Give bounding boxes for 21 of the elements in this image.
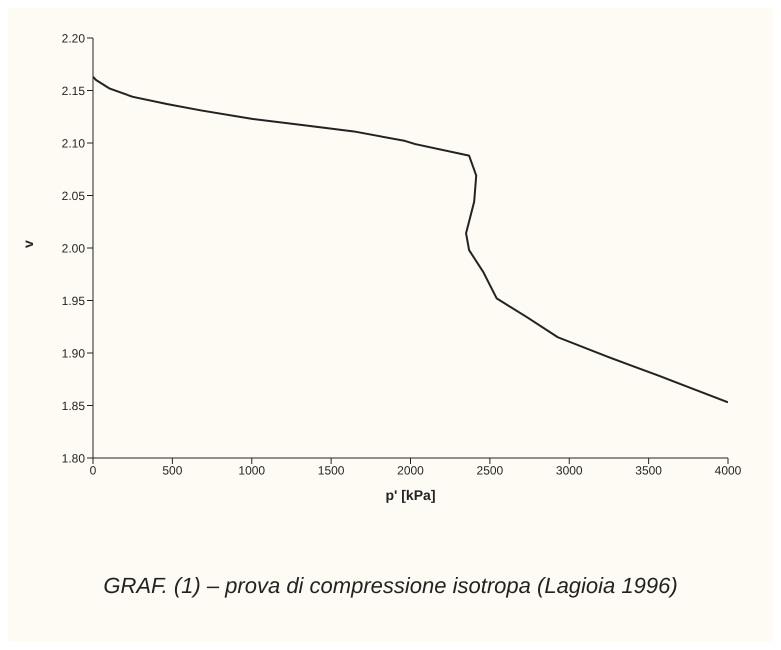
x-tick-label: 3000 (556, 464, 583, 478)
y-tick-label: 2.05 (62, 188, 86, 203)
x-tick-label: 0 (90, 464, 97, 478)
x-tick-label: 1000 (238, 464, 266, 478)
y-tick-label: 1.95 (62, 294, 86, 308)
y-tick-label: 2.00 (62, 241, 86, 256)
x-tick-label: 1500 (318, 464, 345, 478)
y-axis-title: v (20, 240, 36, 248)
x-tick-label: 2500 (476, 464, 504, 478)
x-tick-label: 3500 (635, 464, 662, 478)
y-tick-label: 1.80 (62, 451, 86, 466)
x-tick-label: 2000 (397, 464, 424, 478)
y-tick-label: 2.15 (62, 84, 86, 98)
y-tick-label: 1.90 (62, 346, 86, 360)
x-axis-title: p' [kPa] (385, 487, 436, 503)
y-tick-label: 1.85 (62, 398, 86, 413)
y-tick-label: 2.20 (62, 31, 86, 46)
y-tick-label: 2.10 (62, 136, 86, 150)
text: GRAF. (1) – prova di compressione isotropa (Lagioia 1996) (102, 573, 679, 599)
x-tick-label: 4000 (714, 464, 742, 478)
x-tick-label: 500 (162, 464, 183, 478)
